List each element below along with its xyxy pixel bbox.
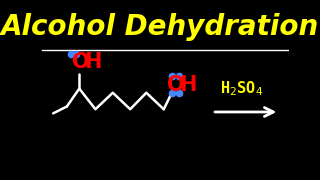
Text: O: O <box>167 75 184 94</box>
Text: H: H <box>84 52 101 72</box>
Text: H: H <box>179 75 196 94</box>
Text: O: O <box>72 52 89 72</box>
Text: Alcohol Dehydration: Alcohol Dehydration <box>1 13 319 41</box>
Text: H$_2$SO$_4$: H$_2$SO$_4$ <box>220 79 264 98</box>
